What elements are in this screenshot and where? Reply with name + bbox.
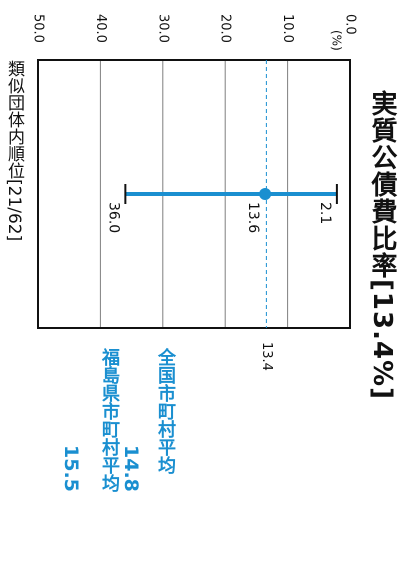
tick-label: 40.0 xyxy=(93,14,108,43)
tick-label: 30.0 xyxy=(155,14,170,43)
max-value-label: 36.0 xyxy=(105,202,121,233)
tick-label: 20.0 xyxy=(218,14,233,43)
similar-rank-label: 類似団体内順位[21/62] xyxy=(2,60,27,241)
national-average-label: 全国市町村平均 xyxy=(152,348,178,474)
tick-label: 10.0 xyxy=(280,14,295,43)
tick-label: 50.0 xyxy=(31,14,46,43)
current-value-label: 13.4 xyxy=(259,342,274,371)
prefecture-average-value: 15.5 xyxy=(60,445,82,492)
mean-marker xyxy=(259,188,271,200)
unit-label: (%) xyxy=(330,30,344,51)
national-average-value: 14.8 xyxy=(120,445,142,492)
min-value-label: 2.1 xyxy=(317,202,333,224)
tick-label: 0.0 xyxy=(343,14,358,35)
chart-title: 実質公債費比率[13.4%] xyxy=(364,90,401,400)
mean-value-label: 13.6 xyxy=(245,202,261,233)
prefecture-average-label: 福島県市町村平均 xyxy=(96,348,122,492)
